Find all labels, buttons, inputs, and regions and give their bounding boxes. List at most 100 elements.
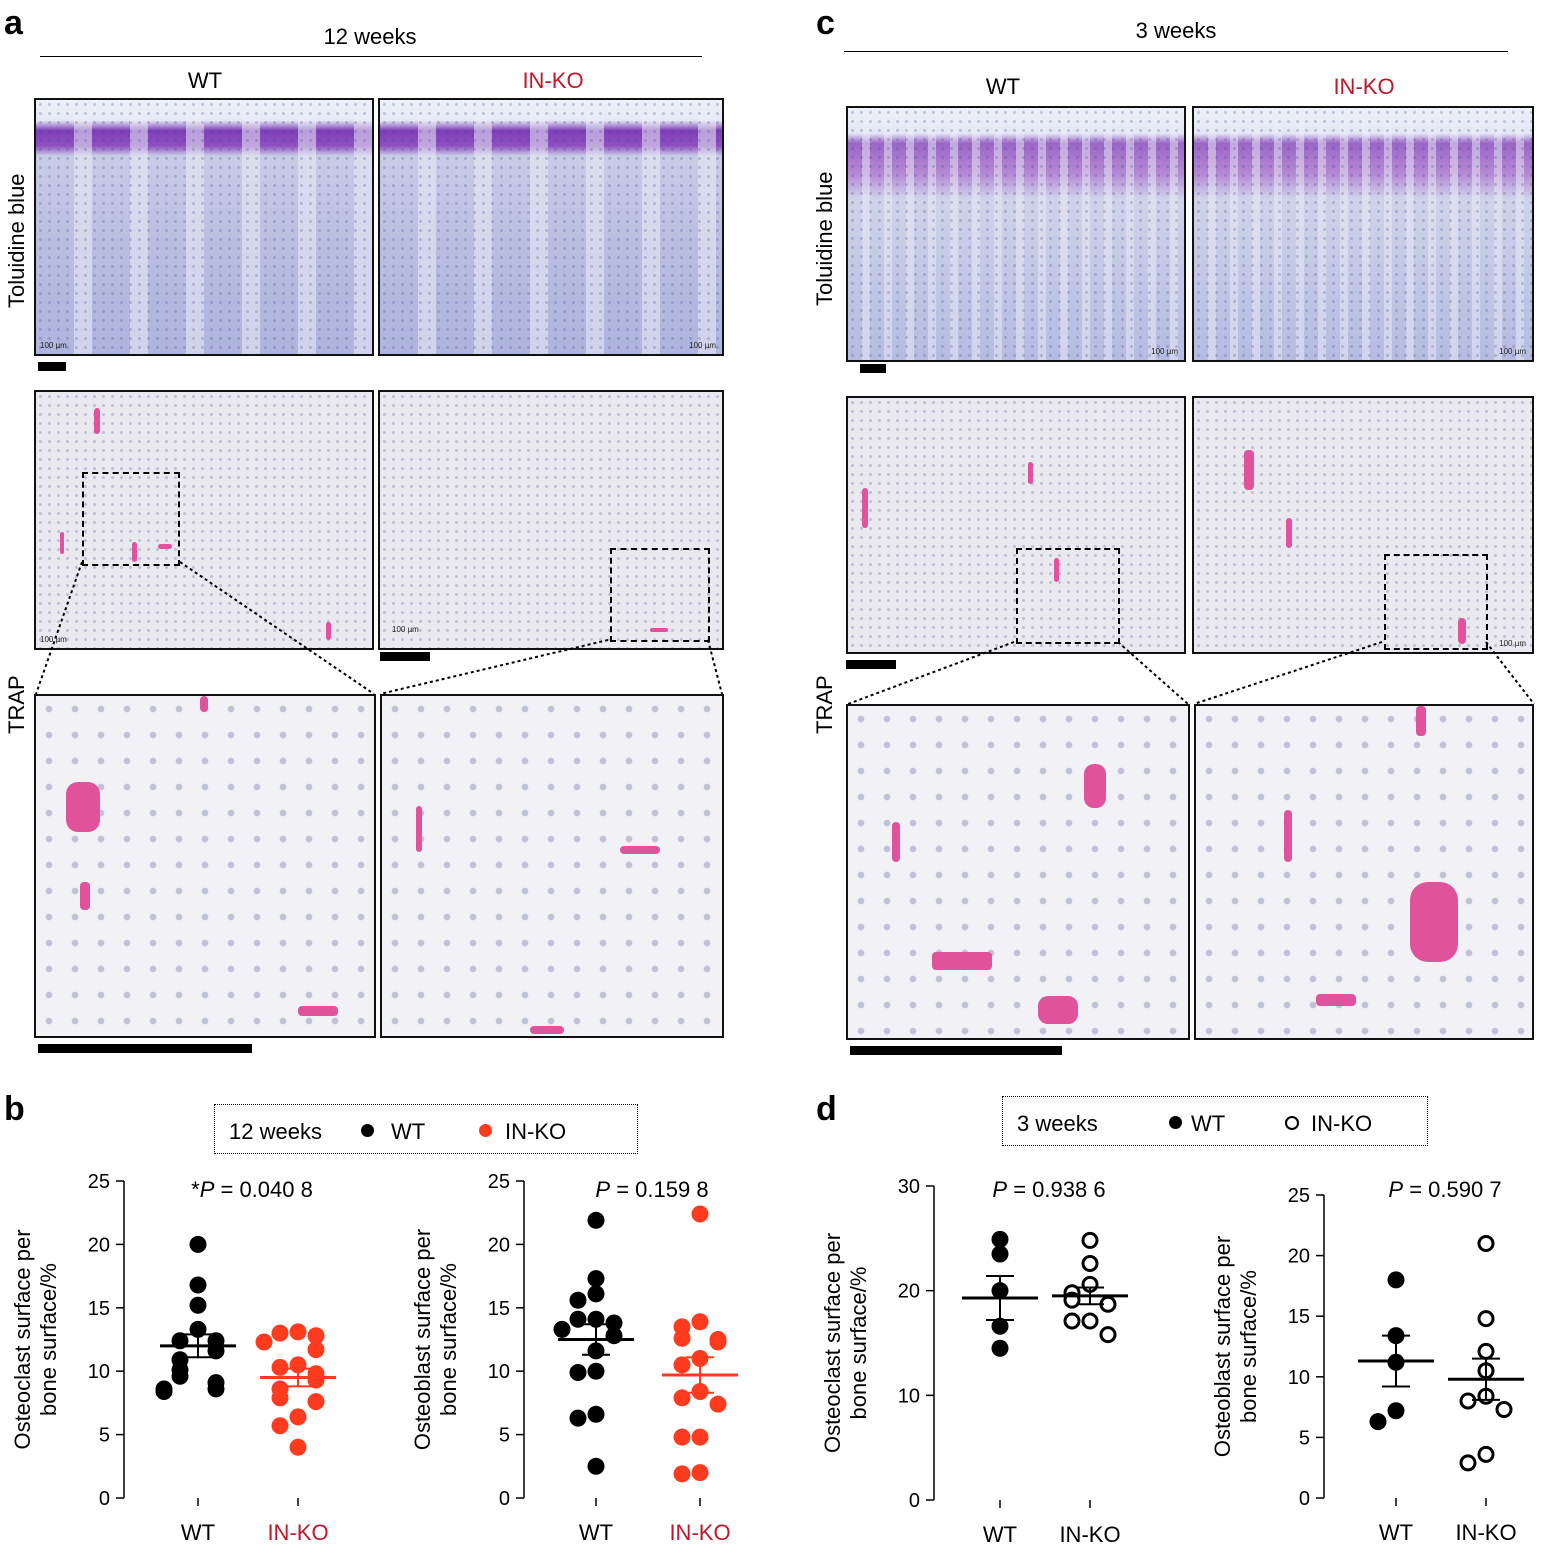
zoom-connectors-a bbox=[35, 561, 723, 695]
y-tick-label: 15 bbox=[1288, 1306, 1310, 1328]
y-tick-label: 25 bbox=[88, 1171, 110, 1193]
data-point-in-ko bbox=[289, 1438, 307, 1456]
panel-letter-b: b bbox=[4, 1090, 25, 1128]
y-tick-label: 0 bbox=[909, 1490, 920, 1512]
x-category-label: IN-KO bbox=[669, 1520, 730, 1545]
y-tick-label: 10 bbox=[1288, 1367, 1310, 1389]
y-tick-label: 20 bbox=[88, 1234, 110, 1256]
p-value-label: P = 0.159 8 bbox=[595, 1177, 708, 1202]
toluidine-image-c-ko: 100 µm bbox=[1192, 106, 1534, 362]
y-tick-label: 20 bbox=[488, 1234, 510, 1256]
zoom-box bbox=[1016, 548, 1120, 644]
data-point-in-ko bbox=[673, 1329, 691, 1347]
data-point-wt bbox=[605, 1327, 623, 1345]
data-point-in-ko bbox=[307, 1327, 325, 1345]
y-tick-label: 15 bbox=[88, 1298, 110, 1320]
data-point-in-ko bbox=[1477, 1445, 1495, 1463]
zoom-box bbox=[610, 548, 710, 642]
y-tick-label: 20 bbox=[1288, 1246, 1310, 1268]
scale-bar bbox=[380, 652, 430, 661]
data-point-in-ko bbox=[709, 1395, 727, 1413]
y-tick-label: 10 bbox=[898, 1385, 920, 1407]
zoom-box bbox=[82, 472, 180, 566]
data-point-in-ko bbox=[691, 1428, 709, 1446]
data-point-wt bbox=[569, 1291, 587, 1309]
y-tick-label: 5 bbox=[499, 1425, 510, 1447]
data-point-in-ko bbox=[307, 1341, 325, 1359]
y-tick-label: 0 bbox=[499, 1488, 510, 1510]
legend-d: 3 weeks WT IN-KO bbox=[1002, 1096, 1428, 1146]
p-value-label: P = 0.590 7 bbox=[1388, 1177, 1501, 1202]
legend-ko-marker bbox=[479, 1124, 492, 1137]
panel-letter-d: d bbox=[816, 1090, 837, 1128]
data-point-wt bbox=[1369, 1413, 1387, 1431]
legend-wt-label: WT bbox=[391, 1119, 426, 1144]
data-point-in-ko bbox=[271, 1389, 289, 1407]
trap-image-c-ko: 100 µm bbox=[1192, 396, 1534, 654]
data-point-in-ko bbox=[673, 1428, 691, 1446]
chart-osteoclast-3wk: 0 10 20 30 WT IN-KO Osteoclast surface perbone… bbox=[820, 1176, 1128, 1547]
data-point-in-ko bbox=[1477, 1310, 1495, 1328]
p-value-label: P = 0.938 6 bbox=[992, 1177, 1105, 1202]
toluidine-image-c-wt: 100 µm bbox=[846, 106, 1186, 362]
legend-title: 3 weeks bbox=[1017, 1111, 1098, 1136]
scale-bar bbox=[38, 1044, 252, 1053]
y-tick-label: 25 bbox=[1288, 1185, 1310, 1207]
data-point-in-ko bbox=[307, 1371, 325, 1389]
y-axis-label: Osteoblast surface perbone surface/% bbox=[410, 1229, 461, 1450]
panel-a-header: 12 weeks bbox=[323, 24, 417, 49]
y-tick-label: 15 bbox=[488, 1298, 510, 1320]
y-tick-label: 5 bbox=[1299, 1427, 1310, 1449]
legend-ko-label: IN-KO bbox=[1311, 1111, 1373, 1136]
trap-image-a-ko: 100 µm bbox=[378, 390, 724, 650]
data-point-wt bbox=[569, 1363, 587, 1381]
panel-a-col-ko: IN-KO bbox=[522, 68, 584, 93]
panel-letter-c: c bbox=[816, 4, 835, 42]
scale-bar bbox=[38, 362, 66, 371]
scale-bar bbox=[860, 364, 886, 373]
legend-wt-marker bbox=[361, 1124, 374, 1137]
data-point-wt bbox=[189, 1276, 207, 1294]
y-tick-label: 10 bbox=[488, 1361, 510, 1383]
trap-image-a-wt: 100 µm bbox=[34, 390, 374, 650]
y-axis-label: Osteoblast surface perbone surface/% bbox=[1210, 1236, 1261, 1457]
data-point-in-ko bbox=[271, 1324, 289, 1342]
x-category-label: WT bbox=[579, 1520, 613, 1545]
y-tick-label: 20 bbox=[898, 1281, 920, 1303]
y-tick-label: 0 bbox=[99, 1488, 110, 1510]
x-category-label: WT bbox=[1379, 1520, 1413, 1545]
scale-bar bbox=[846, 660, 896, 669]
data-point-in-ko bbox=[289, 1323, 307, 1341]
scale-label: 100 µm bbox=[689, 341, 716, 350]
data-point-in-ko bbox=[307, 1393, 325, 1411]
scale-label: 100 µm bbox=[1151, 347, 1178, 356]
data-point-in-ko bbox=[1495, 1401, 1513, 1419]
y-tick-label: 0 bbox=[1299, 1488, 1310, 1510]
trap-image-c-wt bbox=[846, 396, 1186, 654]
data-point-wt bbox=[587, 1285, 605, 1303]
panel-c-header: 3 weeks bbox=[1135, 18, 1217, 43]
y-tick-label: 30 bbox=[898, 1176, 920, 1198]
p-value-label: *P = 0.040 8 bbox=[191, 1177, 313, 1202]
data-point-in-ko bbox=[1477, 1342, 1495, 1360]
data-point-in-ko bbox=[271, 1417, 289, 1435]
scale-bar bbox=[850, 1046, 1062, 1055]
y-axis-label: Osteoclast surface perbone surface/% bbox=[10, 1229, 61, 1449]
zoom-connectors-c bbox=[847, 641, 1535, 705]
data-point-wt bbox=[207, 1380, 225, 1398]
data-point-wt bbox=[569, 1409, 587, 1427]
trap-zoom-a-ko bbox=[380, 694, 724, 1038]
data-point-in-ko bbox=[271, 1358, 289, 1376]
scale-label: 100 µm bbox=[1499, 639, 1526, 648]
data-point-in-ko bbox=[691, 1205, 709, 1223]
scale-label: 100 µm bbox=[1499, 347, 1526, 356]
panel-c-row-toluidine: Toluidine blue bbox=[812, 171, 837, 306]
data-point-in-ko bbox=[673, 1356, 691, 1374]
data-point-wt bbox=[171, 1367, 189, 1385]
data-point-in-ko bbox=[1459, 1454, 1477, 1472]
panel-letter-a: a bbox=[4, 4, 23, 42]
data-point-wt bbox=[991, 1245, 1009, 1263]
x-category-label: IN-KO bbox=[1455, 1520, 1516, 1545]
x-category-label: WT bbox=[983, 1522, 1017, 1547]
trap-zoom-a-wt bbox=[34, 694, 376, 1038]
